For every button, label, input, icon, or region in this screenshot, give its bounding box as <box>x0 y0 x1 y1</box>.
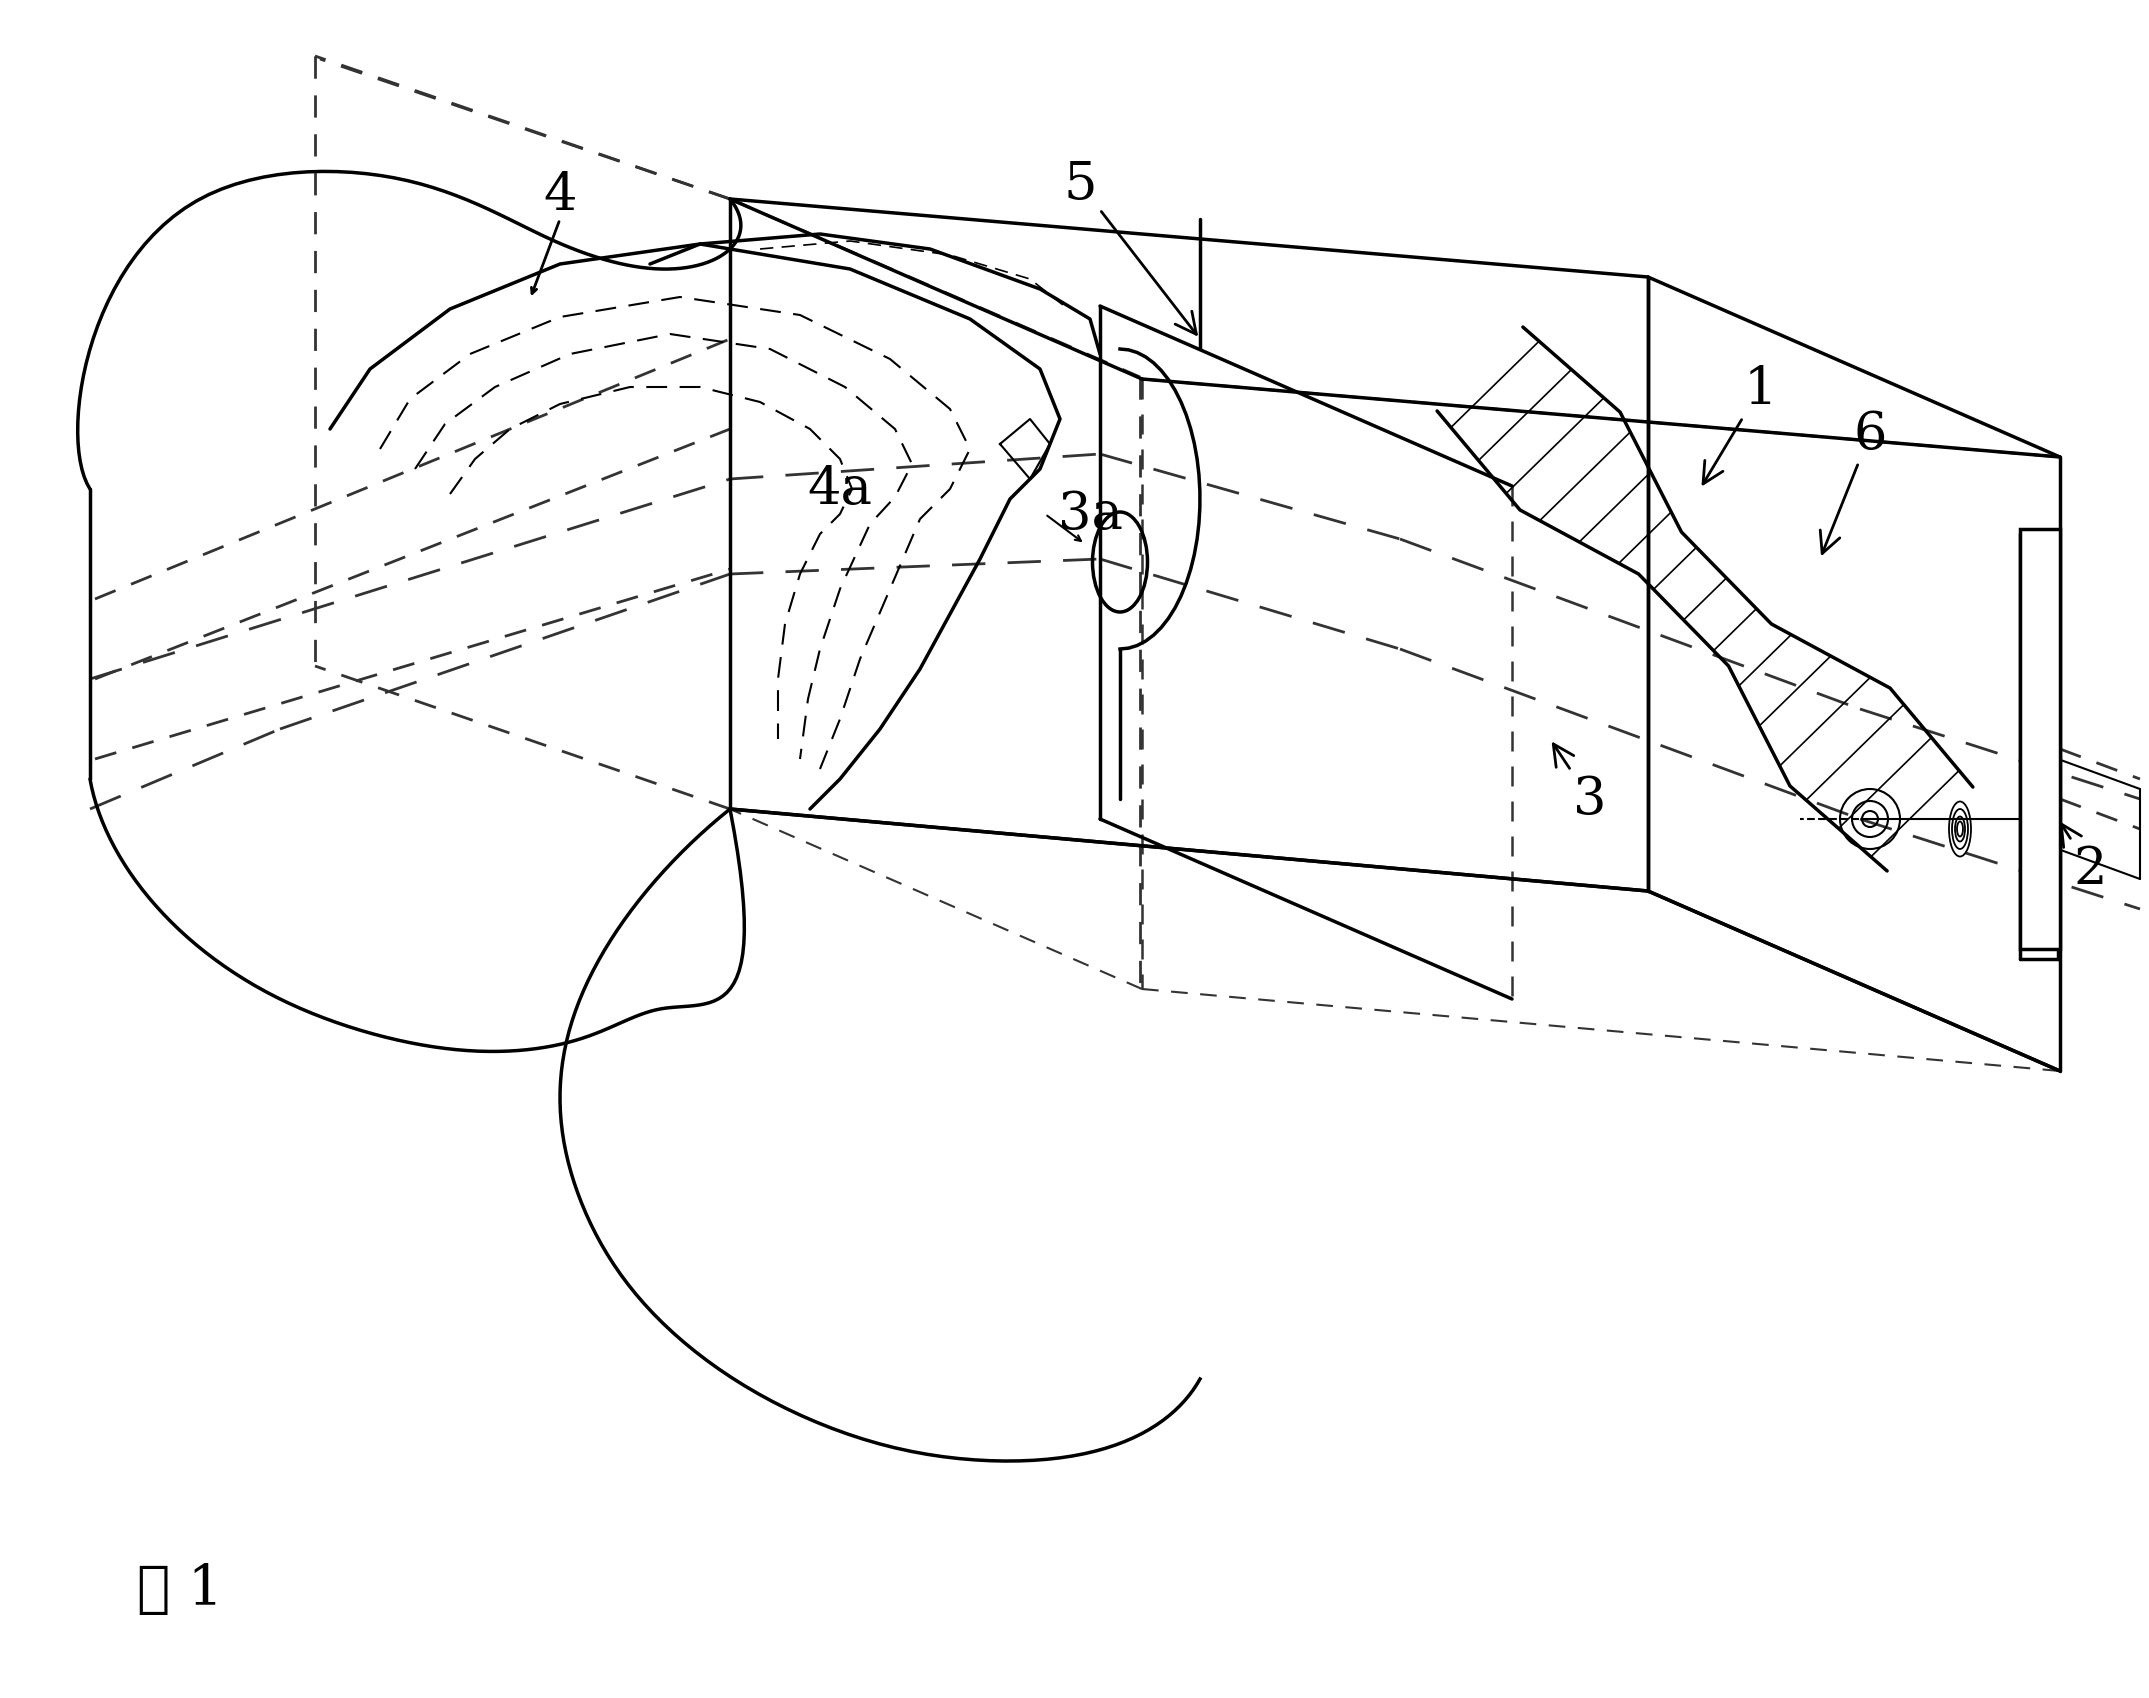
Bar <box>2020 530 2061 949</box>
Text: 1: 1 <box>1702 365 1777 484</box>
Text: 5: 5 <box>1064 160 1197 335</box>
Text: 2: 2 <box>2061 825 2106 895</box>
Text: 3a: 3a <box>1057 489 1122 540</box>
Text: 6: 6 <box>1820 409 1887 554</box>
Text: 3: 3 <box>1554 744 1607 825</box>
Text: 4: 4 <box>544 170 576 221</box>
Text: 4a: 4a <box>808 464 872 514</box>
Text: 图 1: 图 1 <box>138 1562 223 1616</box>
